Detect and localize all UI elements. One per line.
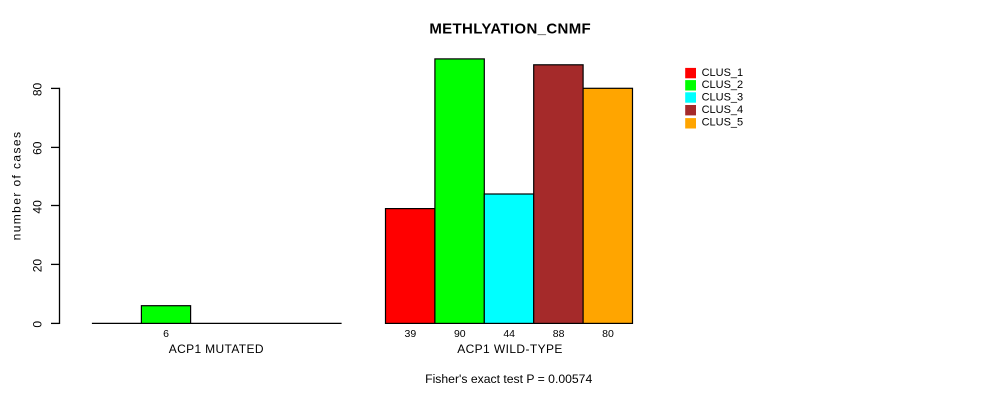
- svg-text:METHLYATION_CNMF: METHLYATION_CNMF: [429, 21, 591, 38]
- svg-text:60: 60: [31, 141, 45, 155]
- svg-text:CLUS_3: CLUS_3: [702, 91, 744, 103]
- svg-text:6: 6: [163, 328, 169, 340]
- svg-text:CLUS_4: CLUS_4: [702, 104, 744, 116]
- svg-text:44: 44: [503, 328, 515, 340]
- svg-text:40: 40: [31, 200, 45, 214]
- svg-text:80: 80: [31, 83, 45, 97]
- svg-text:CLUS_1: CLUS_1: [702, 67, 744, 79]
- svg-text:ACP1 MUTATED: ACP1 MUTATED: [169, 342, 264, 356]
- svg-text:88: 88: [553, 328, 565, 340]
- svg-text:39: 39: [405, 328, 417, 340]
- svg-text:20: 20: [31, 259, 45, 273]
- svg-text:CLUS_5: CLUS_5: [702, 117, 744, 129]
- svg-text:number of cases: number of cases: [9, 131, 23, 241]
- svg-text:ACP1 WILD-TYPE: ACP1 WILD-TYPE: [457, 342, 563, 356]
- svg-text:0: 0: [31, 321, 45, 328]
- svg-text:Fisher's exact test P = 0.0057: Fisher's exact test P = 0.00574: [425, 372, 592, 386]
- svg-text:CLUS_2: CLUS_2: [702, 79, 744, 91]
- svg-text:90: 90: [454, 328, 466, 340]
- svg-text:80: 80: [602, 328, 614, 340]
